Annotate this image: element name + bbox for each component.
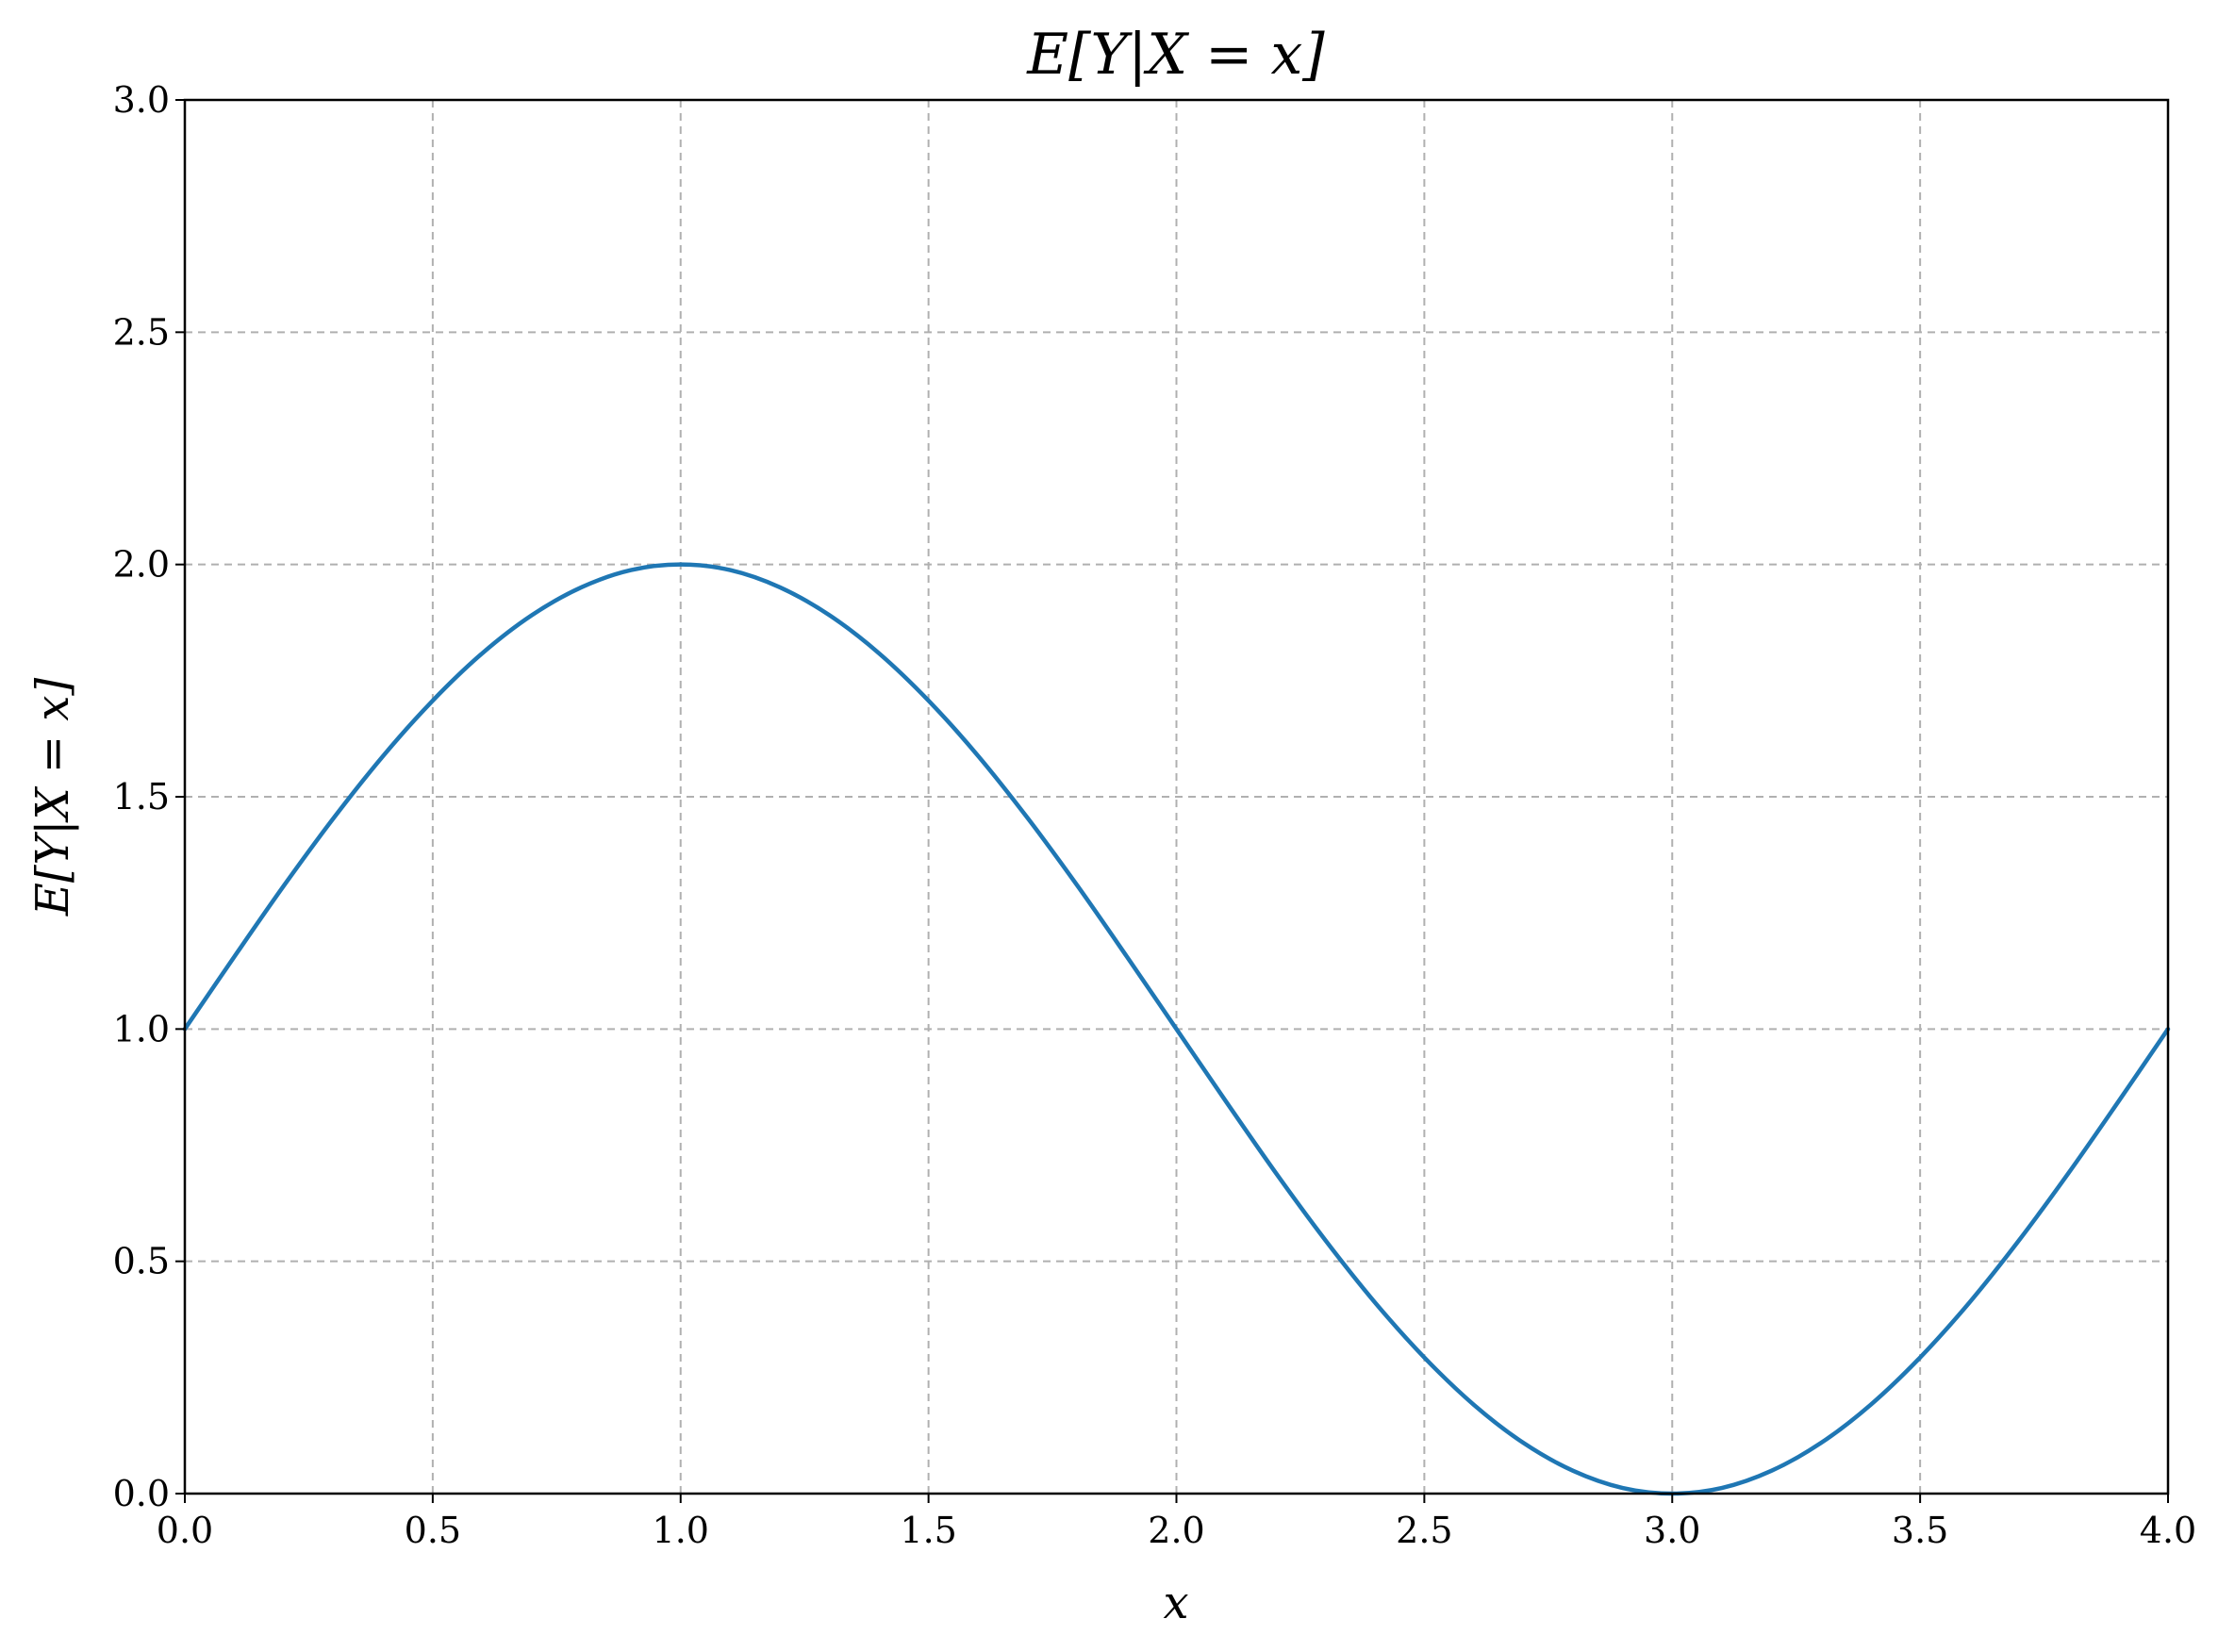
y-tick-label: 0.5 bbox=[113, 1241, 170, 1282]
x-tick-label: 1.0 bbox=[653, 1510, 709, 1551]
axis-ticks: 0.0 0.5 1.0 1.5 2.0 2.5 3.0 3.5 4.0 0.0 0.5 1.0 1.5 2… bbox=[113, 79, 2197, 1551]
y-tick-label: 0.0 bbox=[113, 1473, 170, 1514]
x-tick-label: 3.0 bbox=[1644, 1510, 1700, 1551]
y-tick-label: 1.5 bbox=[113, 776, 170, 818]
chart-title: E[Y|X = x] bbox=[1026, 22, 1325, 88]
x-tick-label: 0.5 bbox=[405, 1510, 461, 1551]
x-axis-label: x bbox=[1163, 1577, 1188, 1629]
y-tick-label: 2.0 bbox=[113, 544, 170, 586]
x-tick-label: 3.5 bbox=[1892, 1510, 1948, 1551]
y-tick-label: 3.0 bbox=[113, 79, 170, 121]
grid-lines bbox=[184, 99, 2169, 1495]
x-tick-label: 0.0 bbox=[157, 1510, 213, 1551]
series-line bbox=[182, 562, 2171, 1496]
y-tick-label: 1.0 bbox=[113, 1008, 170, 1049]
x-tick-label: 2.5 bbox=[1396, 1510, 1452, 1551]
y-tick-label: 2.5 bbox=[113, 311, 170, 353]
x-tick-label: 4.0 bbox=[2140, 1510, 2196, 1551]
x-tick-label: 2.0 bbox=[1148, 1510, 1204, 1551]
x-tick-label: 1.5 bbox=[900, 1510, 956, 1551]
y-axis-label: E[Y|X = x] bbox=[26, 678, 79, 917]
